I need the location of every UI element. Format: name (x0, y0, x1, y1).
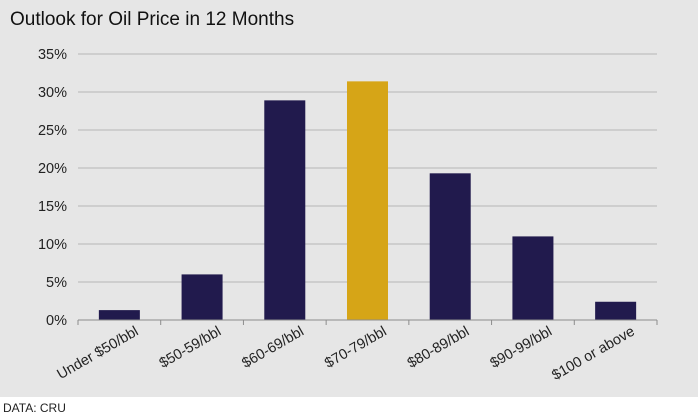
x-tick-label: $60-69/bbl (239, 324, 306, 372)
bar (181, 274, 223, 320)
x-axis-tick-labels: Under $50/bbl $50-59/bbl $60-69/bbl $70-79/… (54, 324, 637, 384)
y-tick-label: 10% (38, 237, 67, 253)
y-tick-label: 5% (46, 275, 67, 291)
bar (595, 301, 637, 320)
y-tick-label: 25% (38, 123, 67, 139)
source-note: DATA: CRU (3, 401, 66, 415)
x-tick-label: $80-89/bbl (405, 324, 472, 372)
bar (429, 173, 471, 320)
x-tick-label: $100 or above (549, 324, 637, 384)
x-tick-label: $70-79/bbl (322, 324, 389, 372)
x-tick-label: Under $50/bbl (54, 324, 141, 383)
bar (347, 81, 388, 320)
y-axis-tick-labels: 0% 5% 10% 15% 20% 25% 30% 35% (38, 47, 67, 329)
bar (98, 310, 140, 320)
y-tick-label: 30% (38, 85, 67, 101)
x-tick-label: $90-99/bbl (488, 324, 555, 372)
x-axis (77, 319, 658, 325)
y-tick-label: 20% (38, 161, 67, 177)
bars (98, 81, 637, 320)
y-tick-label: 35% (38, 47, 67, 63)
y-tick-label: 15% (38, 199, 67, 215)
chart-title: Outlook for Oil Price in 12 Months (10, 9, 295, 30)
y-tick-label: 0% (46, 313, 67, 329)
x-tick-label: $50-59/bbl (157, 324, 224, 372)
bar (512, 236, 554, 320)
bar-chart: 0% 5% 10% 15% 20% 25% 30% 35% Under $50/bbl $50-… (38, 47, 658, 384)
bar (264, 100, 306, 320)
